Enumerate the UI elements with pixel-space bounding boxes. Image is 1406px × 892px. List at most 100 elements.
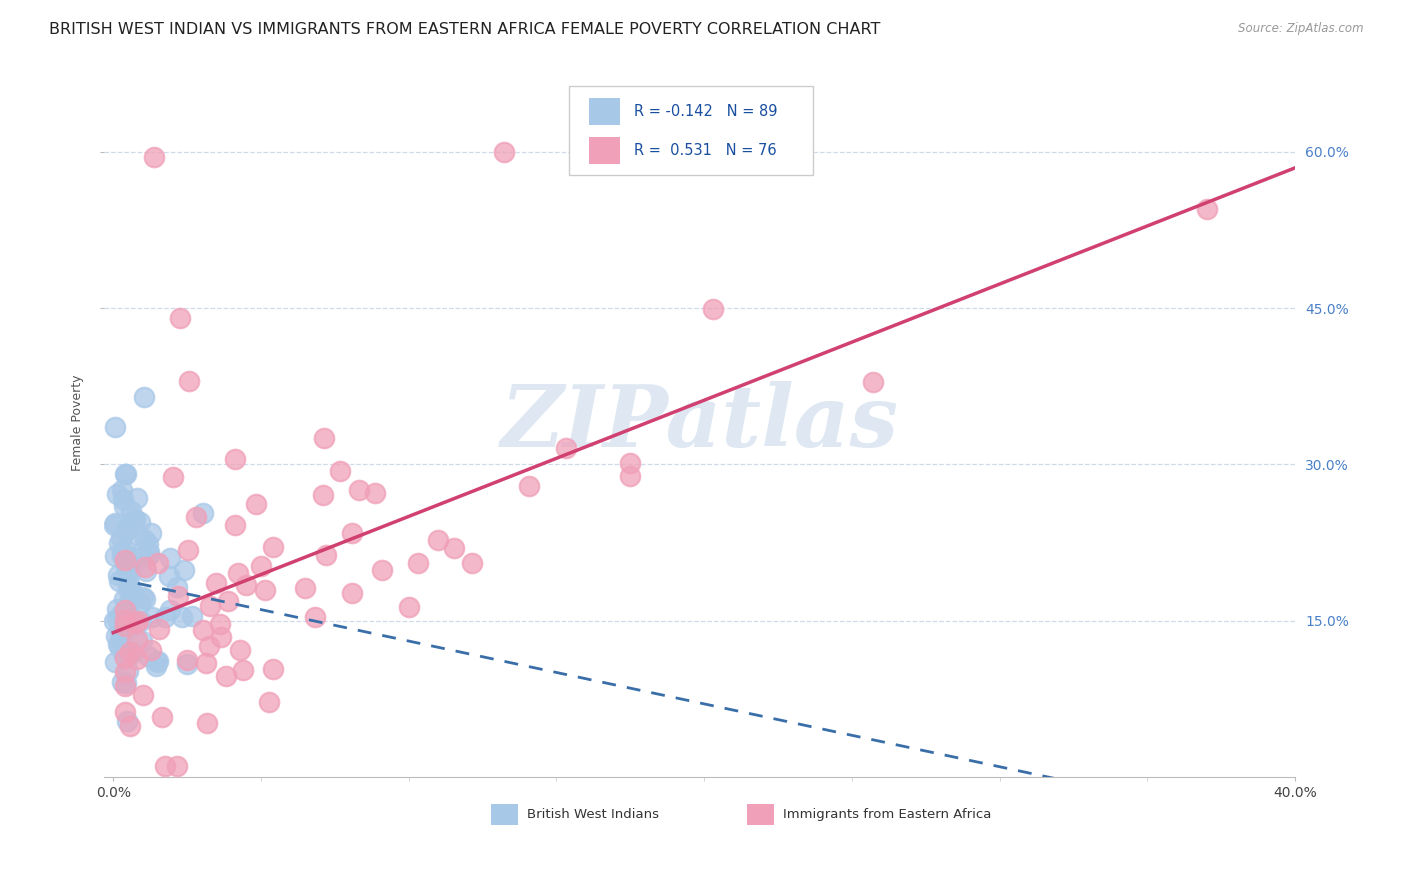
Point — [118, 607, 141, 621]
Point — [208, 616, 231, 631]
Point — [1195, 202, 1218, 217]
Point — [114, 705, 136, 719]
Point — [114, 467, 136, 482]
Point — [193, 506, 215, 520]
Point — [104, 549, 127, 564]
Point — [128, 551, 150, 566]
Point — [340, 526, 363, 541]
Point — [166, 580, 188, 594]
Point — [619, 456, 641, 470]
Point — [294, 581, 316, 595]
Point — [157, 569, 180, 583]
Point — [150, 710, 173, 724]
Point — [304, 609, 326, 624]
Point — [329, 464, 352, 478]
Point — [108, 639, 131, 653]
Point — [224, 452, 246, 467]
Point — [118, 577, 141, 591]
Point — [134, 560, 156, 574]
Point — [131, 688, 153, 702]
Point — [108, 536, 131, 550]
Point — [262, 661, 284, 675]
Point — [117, 555, 139, 569]
Point — [111, 549, 134, 563]
Point — [114, 553, 136, 567]
Point — [105, 602, 128, 616]
Text: British West Indians: British West Indians — [527, 808, 659, 821]
Point — [114, 651, 136, 665]
Point — [311, 488, 333, 502]
Point — [120, 719, 142, 733]
Point — [177, 374, 200, 388]
Point — [406, 556, 429, 570]
Point — [118, 619, 141, 633]
Point — [114, 619, 136, 633]
Point — [138, 648, 160, 663]
Point — [104, 629, 127, 643]
Point — [103, 518, 125, 533]
Point — [112, 591, 135, 606]
Point — [110, 607, 132, 622]
Point — [229, 642, 252, 657]
Point — [191, 623, 214, 637]
Point — [245, 497, 267, 511]
Point — [115, 599, 138, 613]
Point — [112, 612, 135, 626]
Point — [702, 301, 724, 316]
Point — [492, 145, 515, 159]
Point — [125, 651, 148, 665]
Point — [148, 556, 170, 570]
Point — [349, 483, 371, 497]
Point — [111, 492, 134, 507]
Y-axis label: Female Poverty: Female Poverty — [72, 375, 84, 471]
Point — [170, 609, 193, 624]
Point — [128, 529, 150, 543]
Point — [115, 543, 138, 558]
Point — [145, 659, 167, 673]
Point — [105, 612, 128, 626]
Point — [114, 613, 136, 627]
Point — [184, 509, 207, 524]
Point — [120, 589, 142, 603]
Point — [135, 564, 157, 578]
Point — [121, 645, 143, 659]
Point — [117, 607, 139, 622]
Point — [120, 647, 142, 661]
Point — [371, 563, 394, 577]
Text: ZIPatlas: ZIPatlas — [501, 381, 898, 465]
Text: Immigrants from Eastern Africa: Immigrants from Eastern Africa — [783, 808, 991, 821]
Point — [114, 467, 136, 481]
Point — [141, 609, 163, 624]
Point — [443, 541, 465, 555]
Point — [146, 654, 169, 668]
Point — [555, 441, 578, 455]
Point — [138, 545, 160, 559]
FancyBboxPatch shape — [492, 804, 517, 825]
Point — [173, 563, 195, 577]
Point — [132, 390, 155, 404]
Point — [235, 578, 257, 592]
Point — [110, 531, 132, 545]
Point — [114, 665, 136, 679]
Point — [122, 549, 145, 564]
Point — [862, 376, 884, 390]
Point — [110, 632, 132, 647]
Point — [176, 657, 198, 672]
Point — [314, 431, 336, 445]
Point — [131, 634, 153, 648]
Text: Source: ZipAtlas.com: Source: ZipAtlas.com — [1239, 22, 1364, 36]
Point — [115, 524, 138, 538]
Point — [181, 608, 204, 623]
Point — [117, 582, 139, 597]
Point — [167, 589, 190, 603]
Point — [125, 491, 148, 505]
Point — [461, 556, 484, 570]
Point — [104, 655, 127, 669]
Point — [105, 487, 128, 501]
Point — [115, 676, 138, 690]
Point — [340, 586, 363, 600]
Point — [176, 653, 198, 667]
Point — [111, 483, 134, 497]
Point — [118, 566, 141, 580]
Point — [226, 566, 249, 581]
